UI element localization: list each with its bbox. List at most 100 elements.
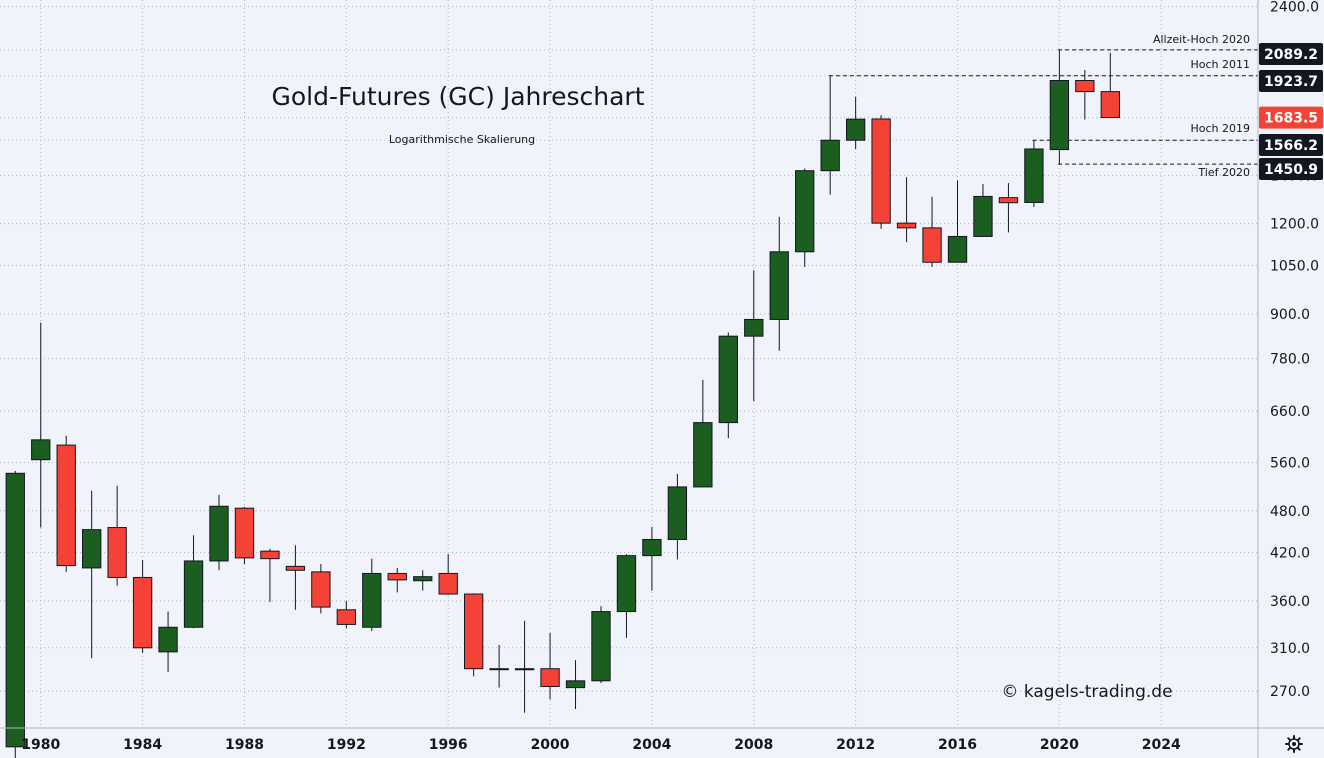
price-badge: 1450.9 (1259, 158, 1323, 180)
candle-1985[interactable] (158, 611, 178, 672)
candle-2021[interactable] (1075, 69, 1095, 120)
x-tick-label: 2020 (1040, 737, 1079, 753)
x-tick-label: 2024 (1142, 737, 1181, 753)
candle-body (132, 576, 153, 649)
candle-body (413, 576, 433, 582)
candle-body (285, 565, 306, 571)
candle-1991[interactable] (311, 564, 331, 614)
candle-body (514, 668, 535, 671)
candle-body (667, 486, 688, 540)
candle-2022[interactable] (1100, 52, 1120, 119)
candle-1995[interactable] (413, 570, 433, 591)
candle-1979[interactable] (5, 470, 25, 758)
x-tick-label: 2004 (632, 737, 671, 753)
candle-1980[interactable] (31, 322, 51, 528)
candle-body (234, 507, 255, 559)
price-axis[interactable]: 270.0 310.0 360.0 420.0 480.0 560.0 660.0 780.0… (1270, 0, 1319, 700)
time-axis[interactable]: 1980 1984 1988 1992 1996 2000 2004 2008 2012 2016… (21, 737, 1181, 753)
candle-2019[interactable] (1024, 140, 1044, 207)
candle-body (56, 444, 76, 567)
level-annotation: Allzeit-Hoch 2020 (1153, 33, 1250, 46)
candle-body (489, 668, 509, 671)
y-tick-label: 310.0 (1270, 641, 1310, 657)
candle-1988[interactable] (234, 506, 255, 565)
candle-2017[interactable] (973, 183, 993, 237)
candle-body (311, 571, 331, 608)
candle-1996[interactable] (438, 554, 458, 595)
candle-1997[interactable] (463, 593, 484, 677)
candle-body (107, 527, 127, 578)
y-tick-label: 900.0 (1270, 307, 1310, 323)
candle-body (183, 560, 204, 628)
candle-1987[interactable] (209, 494, 229, 571)
candle-2009[interactable] (769, 216, 789, 351)
candle-1994[interactable] (387, 567, 407, 593)
candle-body (845, 118, 866, 141)
candle-2006[interactable] (693, 379, 713, 488)
candle-1989[interactable] (260, 548, 280, 602)
price-badge: 1923.7 (1259, 70, 1323, 92)
price-badges: 1683.5 2089.2 1923.7 1566.2 1450.9 (1259, 43, 1323, 180)
candle-1982[interactable] (82, 490, 102, 659)
candle-body (387, 572, 407, 581)
candle-body (82, 529, 102, 569)
y-tick-label: 1050.0 (1270, 259, 1319, 275)
y-tick-label: 480.0 (1270, 504, 1310, 520)
candle-1986[interactable] (183, 535, 204, 629)
candle-2012[interactable] (845, 96, 866, 150)
candle-1990[interactable] (285, 545, 306, 610)
y-tick-label: 270.0 (1270, 684, 1310, 700)
candle-body (591, 611, 611, 682)
candle-1998[interactable] (489, 644, 509, 688)
candles[interactable] (0, 49, 1120, 758)
candle-1981[interactable] (56, 435, 76, 572)
candle-2010[interactable] (795, 168, 815, 268)
candle-body (31, 439, 51, 461)
candle-1993[interactable] (362, 558, 382, 632)
x-tick-label: 2016 (938, 737, 977, 753)
gear-icon[interactable] (1285, 735, 1303, 753)
y-tick-label: 2400.0 (1270, 0, 1319, 15)
candle-2013[interactable] (871, 115, 891, 229)
candle-body (438, 572, 458, 595)
y-tick-label: 360.0 (1270, 594, 1310, 610)
candle-2002[interactable] (591, 606, 611, 684)
candle-body (718, 335, 738, 424)
candle-body (998, 197, 1019, 204)
candle-2020[interactable] (1049, 49, 1070, 165)
candle-2014[interactable] (896, 177, 917, 243)
candle-2004[interactable] (642, 526, 662, 591)
candle-2001[interactable] (565, 660, 586, 710)
candle-body (871, 118, 891, 224)
candle-2018[interactable] (998, 183, 1019, 233)
candle-body (795, 170, 815, 253)
candle-2007[interactable] (718, 332, 738, 439)
candle-2015[interactable] (922, 196, 942, 268)
candle-2000[interactable] (540, 632, 560, 700)
candle-1983[interactable] (107, 485, 127, 586)
x-tick-label: 2008 (734, 737, 773, 753)
y-tick-label: 780.0 (1270, 352, 1310, 368)
candle-2003[interactable] (616, 554, 637, 638)
candle-1992[interactable] (336, 600, 356, 629)
x-tick-label: 1996 (429, 737, 468, 753)
svg-text:1923.7: 1923.7 (1264, 74, 1318, 90)
candle-1984[interactable] (132, 560, 153, 653)
candle-2008[interactable] (744, 270, 764, 402)
candle-body (5, 472, 25, 748)
level-annotation: Hoch 2019 (1190, 122, 1250, 135)
candle-body (769, 251, 789, 320)
candle-2011[interactable] (820, 75, 840, 195)
candle-1999[interactable] (514, 620, 535, 713)
svg-text:1683.5: 1683.5 (1264, 111, 1318, 127)
x-tick-label: 1980 (21, 737, 60, 753)
candle-2016[interactable] (947, 180, 968, 263)
candle-body (362, 572, 382, 628)
x-tick-label: 1984 (123, 737, 162, 753)
candle-2005[interactable] (667, 473, 688, 560)
candle-body (642, 538, 662, 557)
y-tick-label: 660.0 (1270, 404, 1310, 420)
candle-body (1075, 79, 1095, 93)
x-tick-label: 1988 (225, 737, 264, 753)
